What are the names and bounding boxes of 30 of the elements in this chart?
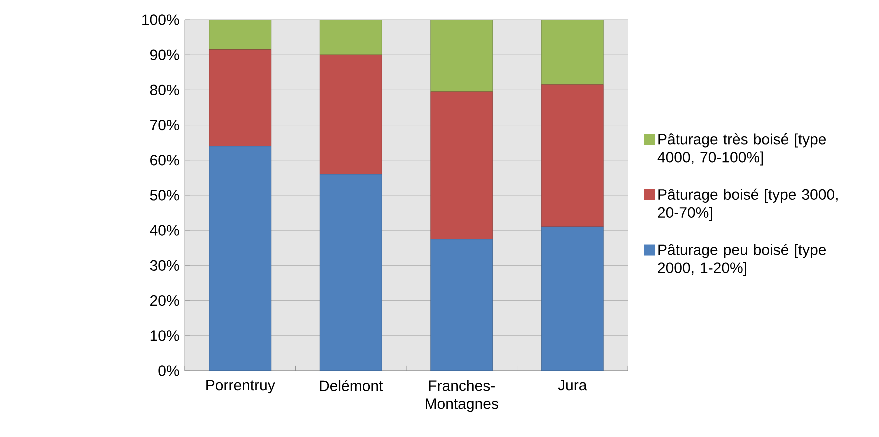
bar [320, 174, 382, 371]
y-tick-label: 20% [150, 295, 180, 306]
bar [209, 146, 272, 371]
legend-label: Pâturage boisé [type 3000, 20-70%] [658, 188, 838, 221]
y-tick-label: 30% [150, 260, 180, 271]
bar [209, 20, 272, 50]
legend-label: Pâturage peu boisé [type 2000, 1-20%] [658, 244, 826, 276]
legend-label: Pâturage très boisé [type 4000, 70-100%] [658, 134, 826, 166]
x-tick-label: Porrentruy [206, 380, 276, 394]
y-tick-label: 10% [150, 330, 180, 342]
y-tick-label: 40% [150, 225, 180, 236]
y-tick-label: 90% [150, 50, 180, 60]
bar [430, 239, 494, 371]
y-tick-label: 50% [150, 190, 180, 201]
y-tick-label: 80% [150, 84, 180, 96]
bar [541, 84, 604, 228]
bar [320, 20, 382, 56]
bar [541, 20, 604, 86]
bar [320, 54, 382, 175]
y-tick-label: 60% [150, 155, 180, 166]
bar [430, 20, 494, 92]
y-tick-label: 100% [142, 14, 180, 26]
x-tick-label: Delémont [320, 380, 384, 392]
x-tick-label: Franches-Montagnes [426, 380, 498, 412]
bar [209, 50, 272, 147]
y-tick-label: 70% [150, 120, 180, 131]
y-tick-label: 0% [158, 366, 180, 376]
x-tick-label: Jura [558, 380, 588, 391]
bar [430, 92, 494, 240]
bar [541, 226, 604, 371]
